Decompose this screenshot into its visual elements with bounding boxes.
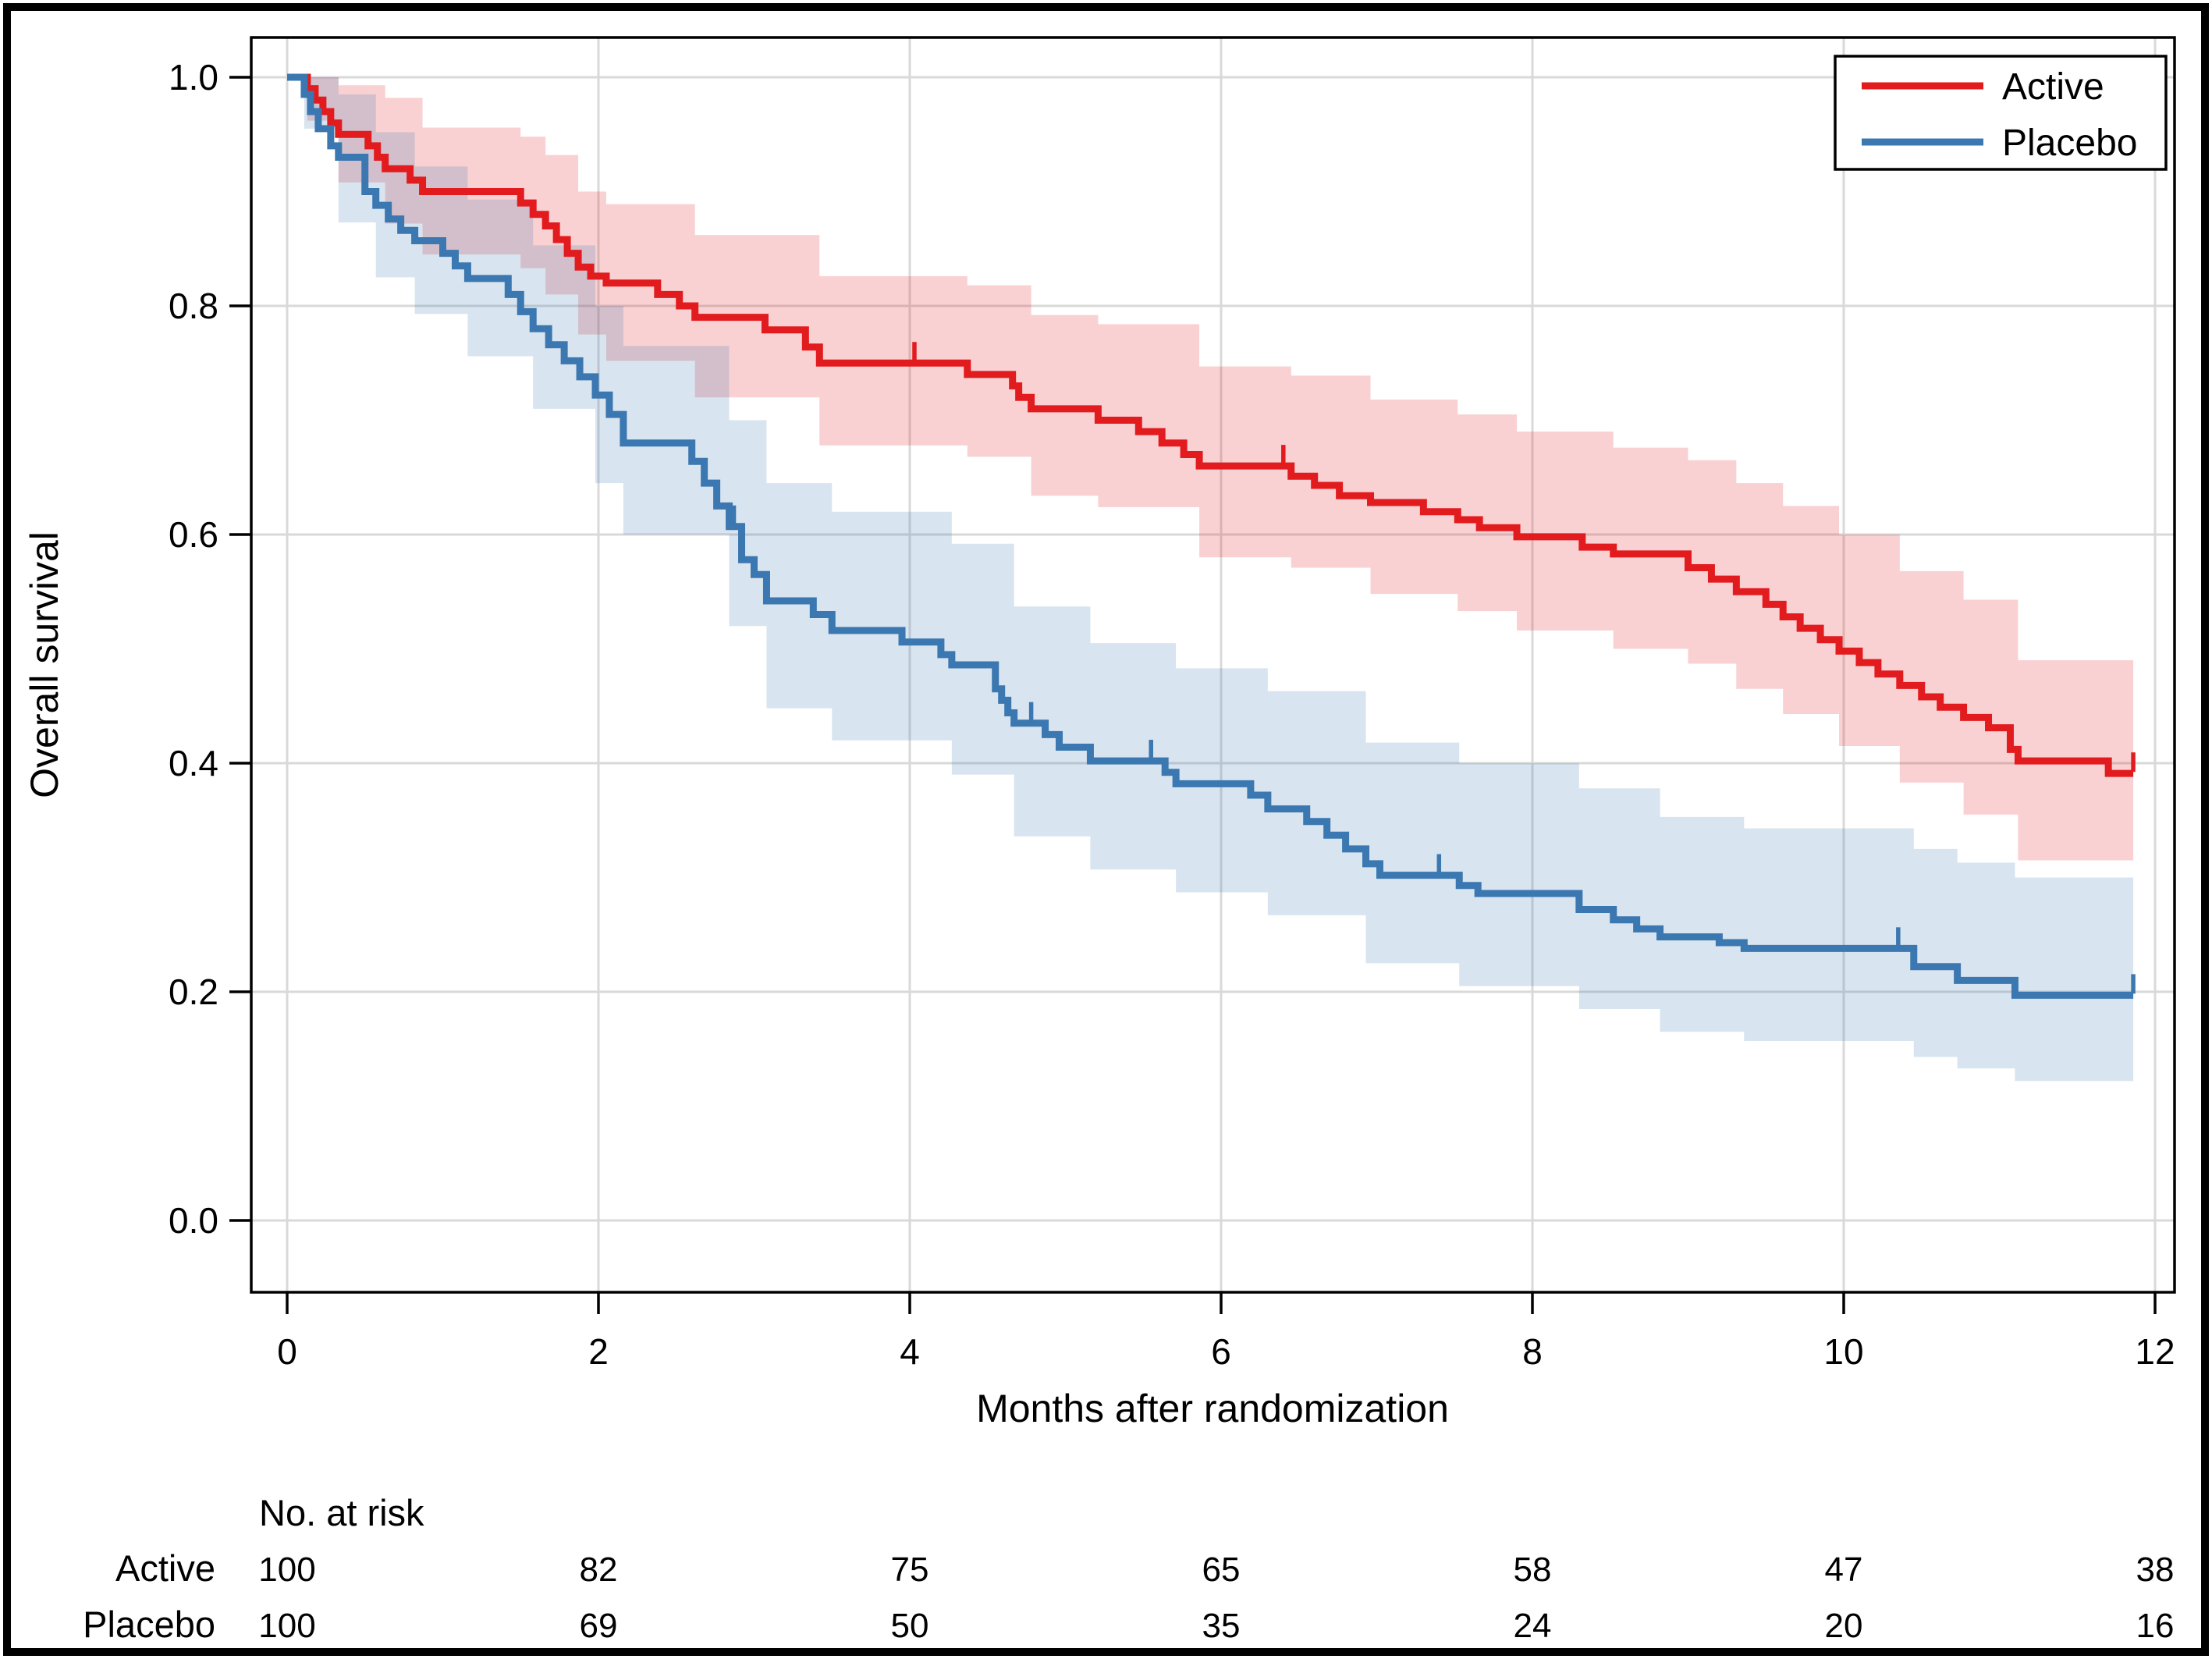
x-tick-label: 4 (900, 1331, 920, 1372)
risk-value-active: 65 (1202, 1551, 1241, 1589)
legend-label-placebo: Placebo (2002, 123, 2137, 164)
x-tick-label: 0 (277, 1331, 297, 1372)
y-tick-label: 0.4 (169, 743, 218, 783)
risk-value-active: 47 (1825, 1551, 1863, 1589)
y-tick-label: 0.6 (169, 514, 218, 555)
risk-value-placebo: 24 (1514, 1607, 1552, 1645)
figure-border (3, 3, 2209, 1656)
x-tick-label: 6 (1211, 1331, 1231, 1372)
legend: Active Placebo (1834, 55, 2168, 171)
y-tick-label: 0.2 (169, 972, 218, 1012)
x-axis-title: Months after randomization (976, 1387, 1449, 1430)
risk-value-placebo: 100 (258, 1607, 315, 1645)
risk-row-label-active: Active (115, 1547, 215, 1589)
risk-value-placebo: 16 (2136, 1607, 2175, 1645)
y-axis-title: Overall survival (23, 531, 66, 798)
censor-tick-marks (731, 342, 2136, 994)
risk-value-active: 75 (891, 1551, 929, 1589)
x-tick-label: 8 (1522, 1331, 1543, 1372)
confidence-bands (287, 77, 2134, 1082)
survival-curve-active (287, 73, 2134, 777)
axis-tick-labels: 0 2 4 6 8 10 12 0.0 0.2 0.4 0.6 0.8 1.0 (169, 57, 2175, 1372)
x-tick-label: 10 (1823, 1331, 1863, 1372)
risk-value-placebo: 35 (1202, 1607, 1241, 1645)
risk-row-label-placebo: Placebo (83, 1604, 215, 1645)
risk-value-active: 38 (2136, 1551, 2175, 1589)
plot-border (250, 36, 2176, 1294)
risk-value-placebo: 20 (1825, 1607, 1863, 1645)
risk-value-active: 100 (258, 1551, 315, 1589)
y-tick-label: 0.8 (169, 286, 218, 326)
x-tick-label: 2 (588, 1331, 609, 1372)
survival-curves (287, 73, 2134, 999)
legend-box (1834, 55, 2168, 171)
risk-value-active: 82 (580, 1551, 618, 1589)
ci-band-active (287, 77, 2134, 872)
risk-value-placebo: 50 (891, 1607, 929, 1645)
risk-table-values: 100 82 75 65 58 47 38 100 69 50 35 24 20 16 (258, 1551, 2174, 1645)
risk-value-placebo: 69 (580, 1607, 618, 1645)
x-tick-label: 12 (2135, 1331, 2175, 1372)
risk-table-header: No. at risk (259, 1492, 424, 1533)
y-tick-label: 0.0 (169, 1200, 218, 1241)
axis-ticks (229, 76, 2157, 1314)
legend-label-active: Active (2002, 66, 2104, 108)
y-tick-label: 1.0 (169, 57, 218, 98)
survival-curve-placebo (287, 73, 2134, 999)
ci-band-placebo (287, 77, 2134, 1082)
risk-value-active: 58 (1514, 1551, 1552, 1589)
